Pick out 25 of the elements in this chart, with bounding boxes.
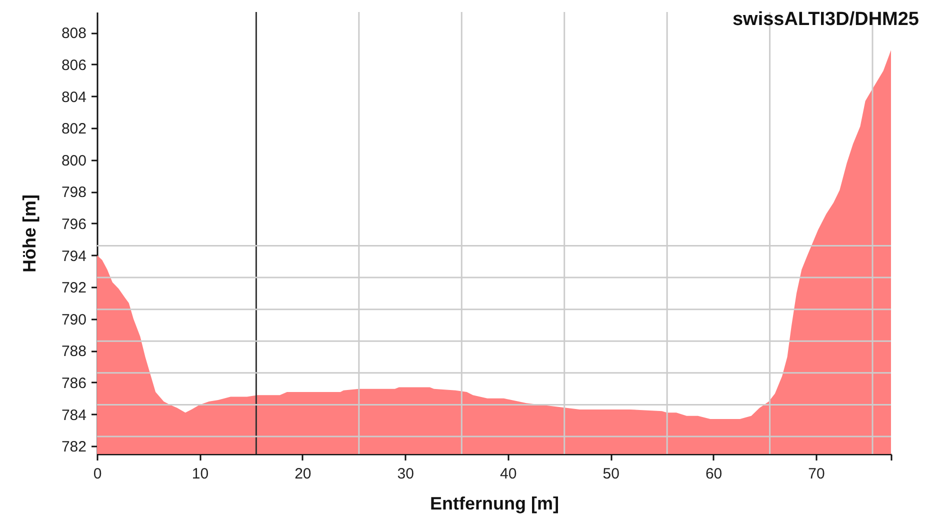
y-tick-label: 798 xyxy=(61,184,86,202)
x-axis-title: Entfernung [m] xyxy=(430,494,559,514)
y-tick-label: 788 xyxy=(61,343,86,360)
y-tick-label: 794 xyxy=(61,248,86,265)
x-tick-label: 30 xyxy=(397,466,414,482)
y-tick-label: 792 xyxy=(61,280,86,297)
y-tick-label: 806 xyxy=(61,56,86,74)
x-tick-label: 50 xyxy=(602,466,620,482)
y-tick-label: 802 xyxy=(61,120,86,138)
x-tick-label: 40 xyxy=(500,466,517,482)
y-tick-label: 796 xyxy=(61,216,86,233)
x-tick-label: 20 xyxy=(294,466,312,482)
y-axis-title: Höhe [m] xyxy=(19,194,40,272)
y-tick-label: 804 xyxy=(61,88,86,106)
x-tick-label: 10 xyxy=(192,466,209,482)
y-tick-label: 784 xyxy=(61,406,86,424)
y-tick-label: 800 xyxy=(61,152,86,170)
y-tick-label: 782 xyxy=(61,438,86,456)
y-tick-label: 786 xyxy=(61,374,86,392)
x-tick-label: 70 xyxy=(808,466,825,482)
y-tick-label: 808 xyxy=(61,25,86,42)
y-tick-label: 790 xyxy=(61,311,86,328)
x-tick-label: 60 xyxy=(705,466,722,482)
x-tick-label: 0 xyxy=(93,466,102,482)
chart-title: swissALTI3D/DHM25 xyxy=(732,9,920,30)
